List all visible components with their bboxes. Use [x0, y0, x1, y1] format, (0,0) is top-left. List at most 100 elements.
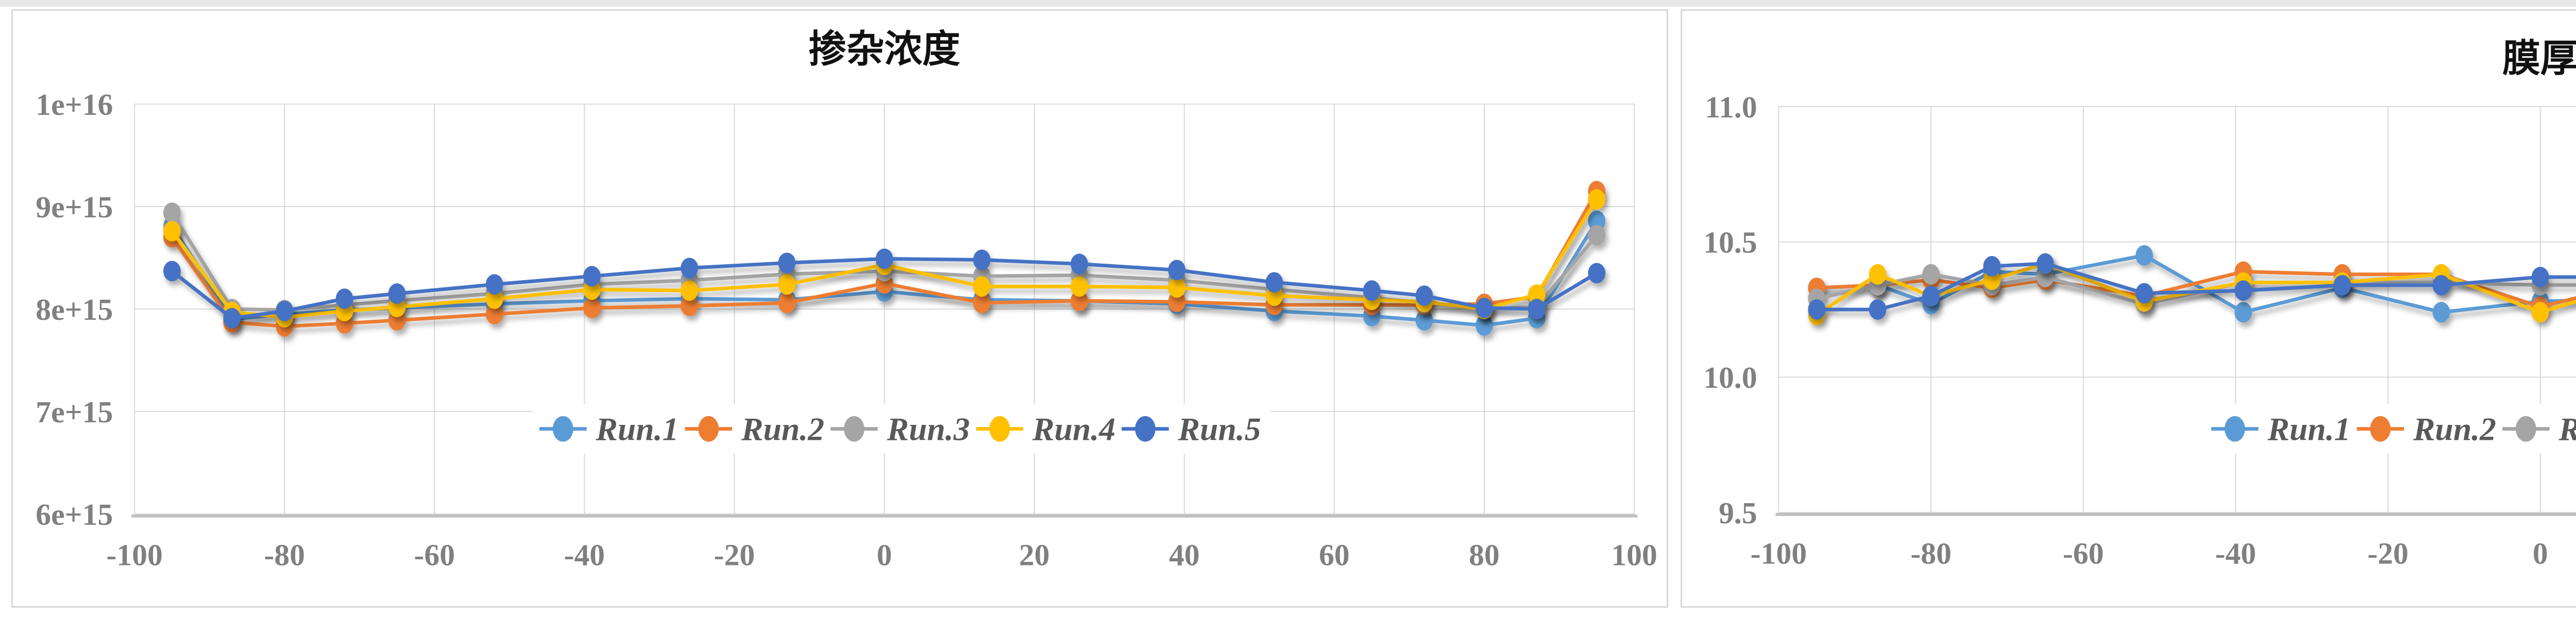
- y-tick-label: 11.0: [1705, 90, 1757, 124]
- x-tick-label: -80: [264, 538, 305, 572]
- legend: Run.1 Run.2 Run.3 Run.4 Run.5: [532, 404, 1270, 454]
- legend-marker-dot: [2224, 416, 2245, 442]
- doping-concentration-chart[interactable]: 掺杂浓度 1e+16 9e+15 8e+15 7e+15 6e+15 -100 -80 -60-…: [11, 9, 1668, 608]
- legend-item-run3: Run.3: [2502, 411, 2576, 448]
- data-point-marker: [2234, 280, 2252, 301]
- sheet-background-strip: [0, 0, 2576, 7]
- series-run5-group: [1808, 253, 2576, 320]
- data-point-marker: [163, 220, 181, 242]
- x-tick-label: 60: [1319, 538, 1350, 572]
- y-tick-label: 9.5: [1719, 496, 1757, 530]
- data-point-marker: [163, 202, 181, 223]
- x-tick-label: -20: [2367, 536, 2409, 570]
- legend-label: Run.3: [2558, 411, 2576, 448]
- data-point-marker: [1168, 260, 1186, 281]
- data-point-marker: [485, 274, 503, 295]
- data-point-marker: [778, 293, 796, 313]
- y-tick-label: 9e+15: [36, 190, 113, 224]
- data-point-marker: [276, 301, 294, 321]
- x-tick-label: -20: [714, 538, 755, 572]
- legend-marker-dot: [1135, 416, 1156, 442]
- x-tick-label: -40: [2215, 536, 2257, 570]
- y-axis-tick-labels: 11.0 10.5 10.0 9.5: [1703, 90, 1757, 530]
- data-point-marker: [1588, 189, 1606, 210]
- legend-item-run3: Run.3: [831, 411, 970, 448]
- legend-label: Run.2: [741, 411, 824, 448]
- legend-label: Run.2: [2413, 411, 2496, 448]
- data-point-marker: [388, 283, 406, 304]
- data-point-marker: [1265, 272, 1283, 293]
- data-point-marker: [973, 293, 991, 313]
- film-thickness-chart[interactable]: 膜厚11.010.510.09.5-100-80-60-40-200204060…: [1681, 9, 2576, 608]
- data-point-marker: [223, 308, 241, 329]
- data-point-marker: [1168, 291, 1186, 312]
- data-point-marker: [778, 274, 796, 295]
- x-tick-label: -40: [564, 538, 605, 572]
- legend-item-run1: Run.1: [2211, 411, 2350, 448]
- data-point-marker: [1922, 285, 1940, 306]
- x-tick-label: 20: [1019, 538, 1050, 572]
- x-tick-label: -100: [1751, 536, 1807, 570]
- legend-marker-dot: [698, 416, 719, 442]
- data-point-marker: [1983, 256, 2001, 277]
- data-point-marker: [163, 261, 181, 282]
- data-point-marker: [2531, 302, 2549, 323]
- data-point-marker: [2234, 302, 2252, 323]
- x-tick-label: 0: [2533, 536, 2548, 570]
- data-point-marker: [1363, 280, 1381, 301]
- data-point-marker: [681, 258, 699, 279]
- data-point-marker: [1588, 210, 1606, 231]
- x-tick-label: -100: [106, 538, 162, 572]
- data-point-marker: [1168, 277, 1186, 298]
- data-point-marker: [973, 276, 991, 297]
- legend-label: Run.4: [1032, 411, 1115, 448]
- legend-marker-dot: [2515, 416, 2536, 442]
- y-axis-tick-labels: 1e+16 9e+15 8e+15 7e+15 6e+15: [36, 88, 113, 531]
- data-point-marker: [1071, 290, 1088, 311]
- y-tick-label: 1e+16: [36, 88, 113, 122]
- data-point-marker: [583, 298, 601, 318]
- chart-title: 掺杂浓度: [808, 28, 960, 70]
- chart-title: 膜厚: [2502, 37, 2576, 79]
- x-tick-label: -80: [1910, 536, 1952, 570]
- data-point-marker: [973, 249, 991, 270]
- data-point-marker: [1808, 299, 1826, 320]
- y-tick-label: 10.0: [1703, 360, 1757, 394]
- data-point-marker: [1588, 225, 1606, 246]
- legend-item-run4: Run.4: [976, 411, 1115, 448]
- data-point-marker: [2136, 245, 2153, 266]
- legend-item-run5: Run.5: [1122, 411, 1261, 448]
- data-point-marker: [2036, 253, 2054, 274]
- data-point-marker: [1528, 299, 1546, 319]
- data-point-marker: [2432, 274, 2450, 296]
- chart-canvas: 膜厚11.010.510.09.5-100-80-60-40-200204060…: [1703, 37, 2576, 570]
- legend-marker-dot: [2370, 416, 2391, 442]
- data-point-marker: [335, 288, 353, 309]
- data-point-marker: [2432, 302, 2450, 323]
- data-point-marker: [1588, 263, 1606, 284]
- data-point-marker: [2531, 267, 2549, 287]
- legend-label: Run.3: [887, 411, 970, 448]
- x-tick-label: 100: [1611, 538, 1657, 572]
- data-point-marker: [1071, 253, 1088, 274]
- legend-marker-dot: [552, 416, 573, 442]
- data-point-marker: [485, 304, 503, 324]
- legend-label: Run.1: [2267, 411, 2350, 448]
- legend-item-run1: Run.1: [539, 411, 679, 448]
- series-run4-group: [1808, 253, 2576, 325]
- legend-label: Run.5: [1178, 411, 1261, 448]
- data-point-marker: [778, 252, 796, 273]
- series-run5-group: [163, 248, 1606, 329]
- x-tick-label: -60: [2063, 536, 2104, 570]
- x-tick-label: 80: [1469, 538, 1500, 572]
- y-tick-label: 6e+15: [36, 497, 113, 531]
- data-point-marker: [681, 280, 699, 301]
- legend-marker-dot: [843, 416, 865, 442]
- legend-marker-dot: [989, 416, 1010, 442]
- legend-item-run2: Run.2: [685, 411, 824, 448]
- data-point-marker: [1922, 264, 1940, 285]
